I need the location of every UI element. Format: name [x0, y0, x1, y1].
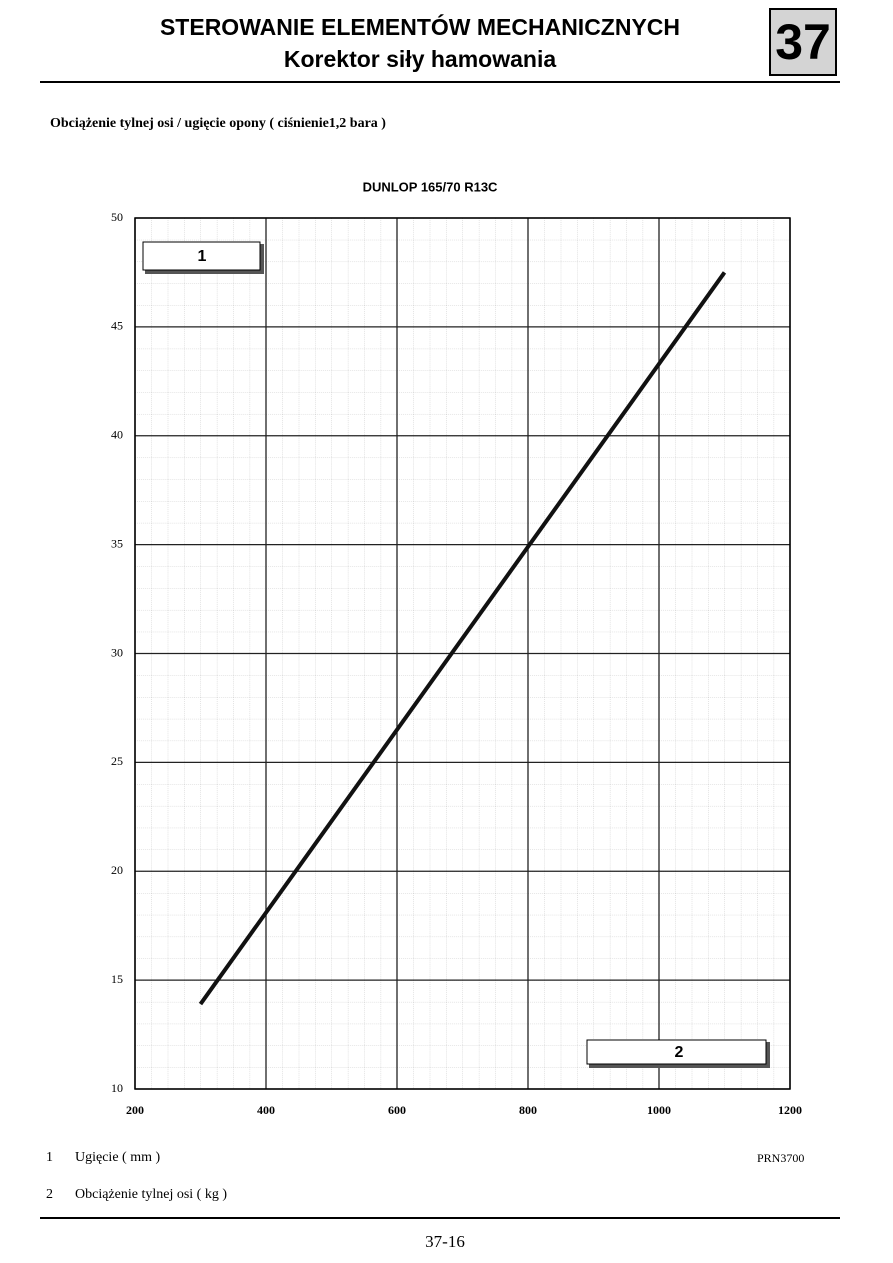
- y-tick-label: 50: [111, 210, 123, 224]
- y-tick-label: 45: [111, 319, 123, 333]
- data-line: [198, 271, 727, 1006]
- note-key: 1: [46, 1150, 53, 1165]
- note-text: Obciążenie tylnej osi ( kg ): [75, 1187, 228, 1202]
- x-tick-label: 800: [519, 1103, 537, 1117]
- plot-frame: [134, 217, 791, 1090]
- y-tick-label: 40: [111, 428, 123, 442]
- x-tick-label: 1000: [647, 1103, 671, 1117]
- section-number: 37: [769, 8, 837, 76]
- y-tick-label: 35: [111, 536, 123, 550]
- y-tick-label: 10: [111, 1081, 123, 1095]
- x-axis-label: 2: [675, 1044, 684, 1061]
- note-text: Ugięcie ( mm ): [75, 1150, 161, 1165]
- x-tick-label: 1200: [778, 1103, 802, 1117]
- header-title: STEROWANIE ELEMENTÓW MECHANICZNYCH: [159, 14, 681, 40]
- y-tick-label: 20: [111, 863, 123, 877]
- y-axis-label: 1: [198, 248, 207, 265]
- chart-title: DUNLOP 165/70 R13C: [363, 179, 498, 194]
- caption: Obciążenie tylnej osi / ugięcie opony ( …: [50, 116, 386, 131]
- x-tick-label: 600: [388, 1103, 406, 1117]
- header-rule: [40, 81, 840, 83]
- header-subtitle: Korektor siły hamowania: [283, 46, 557, 72]
- footer-rule: [40, 1217, 840, 1219]
- y-tick-label: 15: [111, 972, 123, 986]
- label-box: [142, 241, 261, 271]
- y-tick-label: 25: [111, 754, 123, 768]
- page-number: 37-16: [425, 1232, 465, 1251]
- label-box: [586, 1039, 767, 1065]
- note-key: 2: [46, 1187, 53, 1202]
- x-tick-label: 400: [257, 1103, 275, 1117]
- x-tick-label: 200: [126, 1103, 144, 1117]
- y-tick-label: 30: [111, 645, 123, 659]
- chart: DUNLOP 165/70 R13C 1 2 10 15 20 25 30 35 40 45 5…: [111, 179, 802, 1117]
- reference: PRN3700: [757, 1151, 805, 1165]
